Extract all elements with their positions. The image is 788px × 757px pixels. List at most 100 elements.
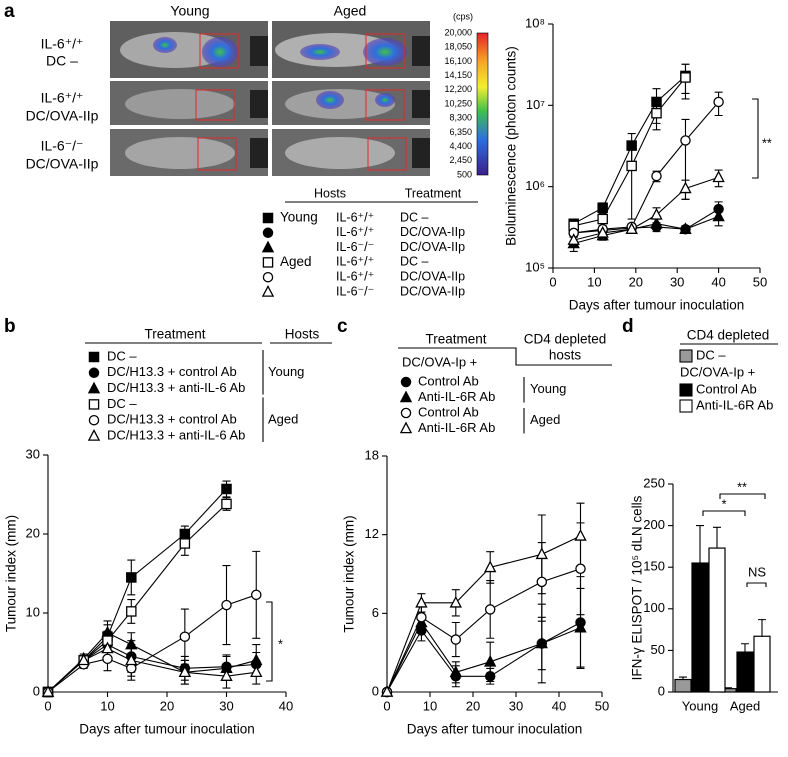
marker <box>680 135 691 146</box>
marker <box>712 170 725 183</box>
bracket <box>746 582 767 587</box>
legend-label: Control Ab <box>696 381 757 396</box>
x-axis-title: Days after tumour inoculation <box>569 298 745 313</box>
series-line <box>386 621 581 693</box>
signal <box>363 38 407 66</box>
signal <box>153 37 177 53</box>
y-tick-label: 12 <box>365 526 379 541</box>
marker <box>221 483 232 495</box>
legend-host: IL-6⁻/⁻ <box>336 240 374 254</box>
panel-label: d <box>622 316 634 337</box>
legend-treatment: DC/OVA-IIp <box>400 240 465 254</box>
marker <box>77 653 90 666</box>
colorbar-label: 12,200 <box>444 84 472 94</box>
legend-host: IL-6⁺/⁺ <box>336 269 374 283</box>
legend-marker <box>88 414 100 426</box>
legend-marker <box>88 367 100 379</box>
signal <box>375 93 395 107</box>
marker <box>179 528 191 540</box>
mouse <box>125 89 235 119</box>
y-axis-title: Tumour index (mm) <box>342 515 357 632</box>
marker <box>380 685 394 697</box>
x-tick-label: 50 <box>753 274 767 289</box>
marker <box>126 606 137 617</box>
legend-header: hosts <box>549 348 582 363</box>
legend-host: IL-6⁻/⁻ <box>336 284 374 298</box>
legend-host: IL-6⁺/⁺ <box>336 210 374 224</box>
colorbar-label: 10,250 <box>444 98 472 108</box>
colorbar-labels: 20,000 18,050 16,100 14,150 12,200 10,250 8,30… <box>444 27 472 179</box>
bar <box>708 547 726 693</box>
y-tick-label: 100 <box>643 600 665 615</box>
legend-group: Aged <box>530 412 560 427</box>
legend-header: Treatment <box>425 332 486 347</box>
marker <box>625 222 638 234</box>
marker <box>484 654 497 667</box>
column-label: Aged <box>334 3 367 19</box>
x-tick-label: 50 <box>595 698 609 713</box>
marker <box>102 653 113 665</box>
y-tick-label: 10⁷ <box>526 97 545 112</box>
x-tick-label: 10 <box>100 698 114 713</box>
marker <box>484 604 496 615</box>
legend-marker <box>400 376 412 388</box>
marker <box>596 225 609 238</box>
y-tick-label: 250 <box>643 475 665 490</box>
roi <box>365 89 405 121</box>
legend-subheader: DC/OVA-Ip + <box>402 354 477 369</box>
marker <box>535 547 548 560</box>
marker <box>449 665 462 678</box>
legend-swatch <box>679 383 693 397</box>
x-tick-label: 30 <box>219 698 233 713</box>
row-label: DC/OVA-IIp <box>26 108 99 124</box>
marker <box>41 685 55 697</box>
legend-group: Young <box>530 381 566 396</box>
marker <box>250 653 263 666</box>
x-tick-label: 0 <box>383 698 390 713</box>
legend-label: DC – <box>107 348 137 363</box>
colorbar-label: 20,000 <box>444 27 472 37</box>
signal <box>202 37 238 67</box>
nose-cone <box>412 36 430 66</box>
x-tick-label: 10 <box>587 274 601 289</box>
legend-label: DC – <box>107 396 137 411</box>
y-axis-title: Bioluminescence (photon counts) <box>504 46 519 246</box>
error-bar <box>758 619 766 637</box>
marker <box>626 160 637 172</box>
legend-header: CD4 depleted <box>524 332 607 347</box>
x-tick-label: 20 <box>629 274 643 289</box>
legend-treatment: DC – <box>400 255 429 269</box>
colorbar-label: 2,450 <box>449 155 472 165</box>
series-line <box>386 568 581 693</box>
marker <box>179 631 191 642</box>
error-bar <box>696 525 704 564</box>
bar <box>736 651 754 693</box>
marker <box>574 620 587 633</box>
x-tick-label: 0 <box>44 698 51 713</box>
marker <box>679 222 692 234</box>
legend-label: DC – <box>696 347 726 362</box>
row-label: DC – <box>46 53 78 69</box>
nose-cone <box>250 90 268 118</box>
legend-treatment: DC – <box>400 210 429 224</box>
marker <box>221 498 232 510</box>
marker <box>535 636 548 649</box>
x-axis-title: Days after tumour inoculation <box>407 722 583 737</box>
x-tick-label: 0 <box>549 274 556 289</box>
column-label: Young <box>170 3 209 19</box>
marker <box>450 634 462 645</box>
marker <box>250 589 262 601</box>
colorbar-label: 16,100 <box>444 56 472 66</box>
bracket <box>702 510 746 516</box>
colorbar-label: 4,400 <box>449 141 472 151</box>
legend-host: IL-6⁺/⁺ <box>336 255 374 269</box>
x-tick-label: 40 <box>552 698 566 713</box>
legend-swatch <box>679 399 693 413</box>
legend-label: Control Ab <box>418 373 479 388</box>
marker <box>125 653 138 666</box>
marker <box>536 576 548 588</box>
legend-rule <box>398 347 612 366</box>
